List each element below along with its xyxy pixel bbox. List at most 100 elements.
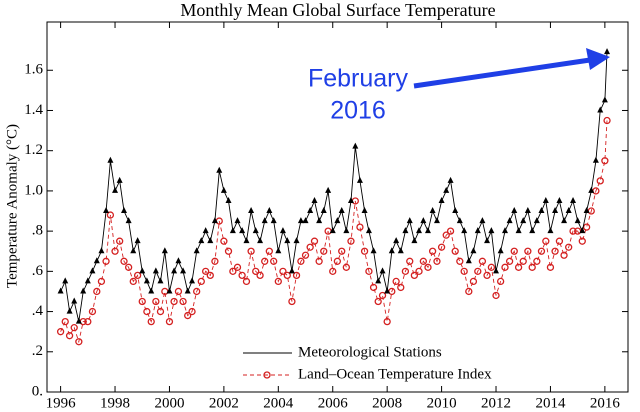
x-tick-label: 2014 [535, 395, 566, 411]
triangle-marker [207, 237, 214, 244]
x-tick-label: 1996 [46, 395, 77, 411]
circle-marker [220, 237, 228, 245]
x-tick-label: 2006 [318, 395, 349, 411]
triangle-marker [547, 227, 554, 234]
triangle-marker [601, 96, 608, 103]
circle-marker [555, 237, 564, 245]
circle-marker [247, 247, 255, 255]
triangle-marker [180, 267, 187, 274]
triangle-marker [361, 207, 368, 214]
triangle-marker [334, 217, 341, 224]
circle-marker [297, 257, 305, 265]
circle-marker [356, 223, 364, 231]
circle-marker [84, 317, 92, 326]
triangle-marker [157, 277, 164, 284]
circle-marker [501, 263, 509, 271]
circle-marker [329, 267, 337, 275]
x-tick-label: 2000 [154, 395, 184, 411]
triangle-marker [198, 237, 205, 244]
triangle-marker [143, 277, 150, 284]
triangle-marker [574, 217, 581, 224]
circle-marker [70, 324, 78, 332]
circle-marker [519, 257, 527, 265]
triangle-marker [325, 186, 332, 193]
circle-marker [174, 287, 183, 296]
triangle-marker [189, 277, 196, 284]
triangle-marker [465, 257, 472, 264]
x-tick-label: 1998 [100, 395, 130, 411]
triangle-marker [429, 207, 436, 214]
x-tick-label: 2012 [481, 395, 511, 411]
triangle-marker [293, 237, 300, 244]
triangle-marker [171, 267, 178, 274]
triangle-marker [438, 196, 445, 203]
triangle-marker [529, 227, 536, 234]
annotation-arrowhead [586, 48, 610, 70]
circle-marker [133, 271, 142, 280]
triangle-marker [71, 297, 78, 304]
circle-marker [279, 267, 287, 275]
circle-marker [401, 267, 410, 275]
triangle-marker [411, 237, 418, 244]
triangle-marker [493, 267, 500, 274]
triangle-marker [329, 227, 336, 234]
circle-marker [202, 267, 210, 275]
triangle-marker [320, 207, 327, 214]
triangle-marker [397, 247, 404, 254]
circle-marker [456, 257, 464, 265]
circle-marker [88, 307, 97, 316]
circle-marker [206, 271, 214, 280]
triangle-marker [297, 217, 304, 224]
legend-marker [263, 371, 271, 379]
circle-marker [378, 291, 387, 300]
triangle-marker [579, 227, 586, 234]
circle-marker [524, 247, 532, 255]
triangle-marker [406, 217, 413, 224]
triangle-marker [139, 267, 146, 274]
triangle-marker [257, 237, 264, 244]
circle-marker [75, 338, 83, 346]
circle-marker [147, 317, 155, 326]
triangle-marker [103, 207, 110, 214]
triangle-marker [511, 207, 518, 214]
circle-marker [465, 287, 473, 296]
triangle-marker [452, 207, 459, 214]
triangle-marker [216, 166, 223, 173]
triangle-marker [229, 227, 236, 234]
circle-marker [433, 257, 441, 265]
triangle-marker [420, 217, 427, 224]
triangle-marker [356, 176, 363, 183]
circle-marker [505, 257, 514, 265]
triangle-marker [80, 287, 87, 294]
circle-marker [152, 297, 160, 306]
circle-marker [338, 247, 346, 255]
circle-marker [514, 263, 523, 271]
triangle-marker [148, 287, 155, 294]
circle-marker [124, 263, 133, 271]
triangle-marker [552, 207, 559, 214]
circle-marker [252, 267, 260, 275]
triangle-marker [604, 48, 611, 55]
circle-marker [242, 277, 251, 286]
circle-marker [347, 237, 355, 245]
triangle-marker [370, 247, 377, 254]
circle-marker [270, 257, 278, 265]
circle-marker [56, 328, 65, 336]
triangle-marker [365, 227, 372, 234]
circle-marker [496, 277, 505, 286]
circle-marker [170, 297, 178, 306]
circle-marker [306, 243, 314, 251]
y-tick-label: 1.4 [24, 102, 43, 118]
triangle-marker [583, 207, 590, 214]
circle-marker [578, 237, 586, 245]
triangle-marker [193, 247, 200, 254]
triangle-marker [161, 247, 168, 254]
circle-marker [582, 223, 591, 231]
circle-marker [283, 271, 291, 280]
triangle-marker [130, 247, 137, 254]
circle-marker [120, 257, 128, 265]
triangle-marker [270, 217, 277, 224]
y-tick-label: .8 [32, 223, 43, 239]
annotation-text: 2016 [330, 97, 386, 125]
